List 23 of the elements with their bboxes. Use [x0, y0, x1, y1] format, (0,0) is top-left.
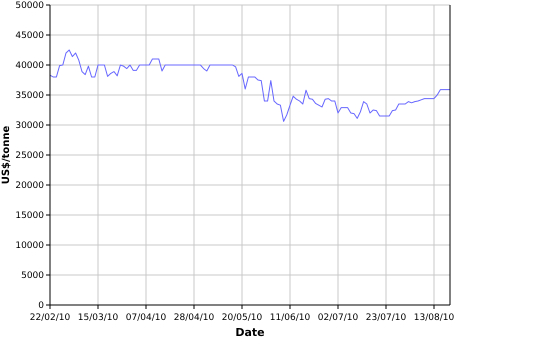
line-series	[50, 50, 450, 122]
x-tick-label: 20/05/10	[222, 313, 262, 323]
y-tick-label: 30000	[15, 121, 44, 132]
y-tick-label: 40000	[15, 61, 44, 72]
x-axis-title: Date	[235, 326, 265, 339]
y-tick-label: 35000	[15, 91, 44, 102]
x-tick-label: 11/06/10	[270, 313, 310, 323]
x-tick-label: 07/04/10	[126, 313, 166, 323]
y-tick-label: 0	[38, 301, 44, 312]
y-tick-label: 15000	[15, 211, 44, 222]
y-tick-label: 20000	[15, 181, 44, 192]
y-axis-title: US$/tonne	[1, 125, 12, 184]
x-tick-label: 22/02/10	[30, 313, 70, 323]
x-tick-label: 15/03/10	[78, 313, 118, 323]
y-tick-label: 50000	[15, 1, 44, 12]
y-tick-label: 5000	[21, 271, 44, 282]
y-tick-label: 10000	[15, 241, 44, 252]
y-tick-label: 45000	[15, 31, 44, 42]
x-tick-label: 02/07/10	[318, 313, 358, 323]
x-tick-label: 28/04/10	[174, 313, 214, 323]
y-tick-label: 25000	[15, 151, 44, 162]
x-tick-label: 23/07/10	[366, 313, 406, 323]
x-tick-label: 13/08/10	[414, 313, 454, 323]
